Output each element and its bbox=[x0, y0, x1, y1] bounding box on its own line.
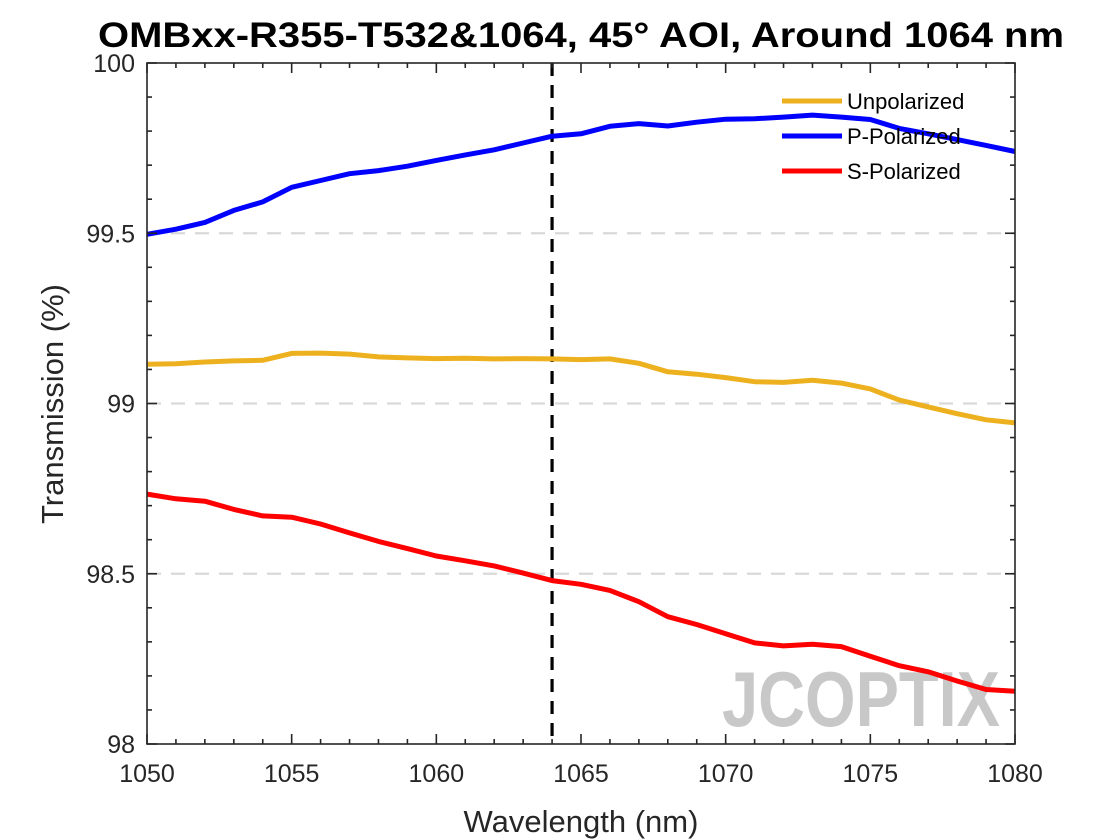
x-tick-label: 1070 bbox=[698, 760, 754, 788]
x-tick-label: 1065 bbox=[553, 760, 609, 788]
y-tick-label: 98.5 bbox=[86, 561, 135, 589]
watermark: JCOPTIX bbox=[722, 655, 1000, 743]
legend: Unpolarized P-Polarized S-Polarized bbox=[782, 89, 964, 184]
x-tick-label: 1060 bbox=[409, 760, 465, 788]
legend-label-s-polarized: S-Polarized bbox=[847, 159, 961, 184]
series-line-p-polarized bbox=[146, 112, 1016, 237]
x-axis-label: Wavelength (nm) bbox=[464, 804, 699, 839]
x-tick-label: 1055 bbox=[264, 760, 320, 788]
x-tick-label: 1080 bbox=[987, 760, 1043, 788]
tick-labels: 1050 1055 1060 1065 1070 1075 1080 98 98.5 99 99.5… bbox=[86, 50, 1042, 788]
series-lines bbox=[146, 112, 1016, 694]
series-line-s-polarized bbox=[146, 491, 1016, 694]
x-tick-label: 1075 bbox=[843, 760, 899, 788]
watermark-text: JCOPTIX bbox=[722, 655, 1000, 743]
chart-title: OMBxx-R355-T532&1064, 45° AOI, Around 10… bbox=[98, 16, 1064, 55]
y-tick-label: 98 bbox=[107, 731, 135, 759]
legend-label-unpolarized: Unpolarized bbox=[847, 89, 964, 114]
y-tick-label: 100 bbox=[93, 50, 135, 78]
x-tick-label: 1050 bbox=[119, 760, 175, 788]
legend-label-p-polarized: P-Polarized bbox=[847, 124, 961, 149]
y-tick-label: 99 bbox=[107, 391, 135, 419]
series-line-unpolarized bbox=[146, 350, 1016, 426]
y-tick-label: 99.5 bbox=[86, 220, 135, 248]
axis-ticks bbox=[146, 62, 1016, 745]
y-axis-label: Transmission (%) bbox=[35, 284, 70, 524]
grid-lines bbox=[147, 232, 1015, 575]
